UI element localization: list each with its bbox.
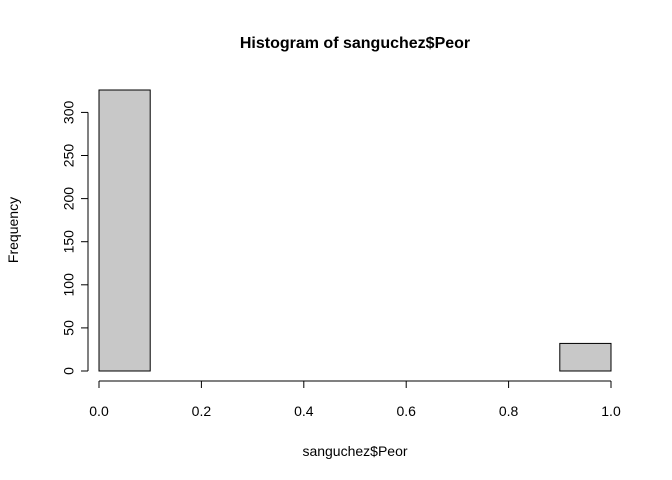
x-axis-label: sanguchez$Peor [302,443,407,459]
y-tick-label: 200 [61,187,77,211]
chart-title: Histogram of sanguchez$Peor [240,35,470,52]
bars-group [98,89,612,372]
y-tick-label: 300 [61,101,77,125]
x-tick-label: 1.0 [601,403,621,419]
y-tick-label: 0 [61,367,77,375]
y-tick-label: 250 [61,144,77,168]
histogram-bar-9 [559,342,612,372]
histogram-bar-0 [98,89,151,372]
x-tick-label: 0.4 [294,403,314,419]
x-tick-label: 0.2 [192,403,212,419]
x-axis: 0.0 0.2 0.4 0.6 0.8 1.0 [89,380,621,419]
x-tick-label: 0.6 [396,403,416,419]
y-tick-label: 100 [61,273,77,297]
x-tick-label: 0.0 [89,403,109,419]
x-tick-label: 0.8 [499,403,519,419]
y-tick-label: 50 [61,320,77,336]
y-axis-label: Frequency [5,197,21,263]
y-tick-label: 150 [61,230,77,254]
y-axis: 0 50 100 150 200 250 300 [61,101,89,375]
